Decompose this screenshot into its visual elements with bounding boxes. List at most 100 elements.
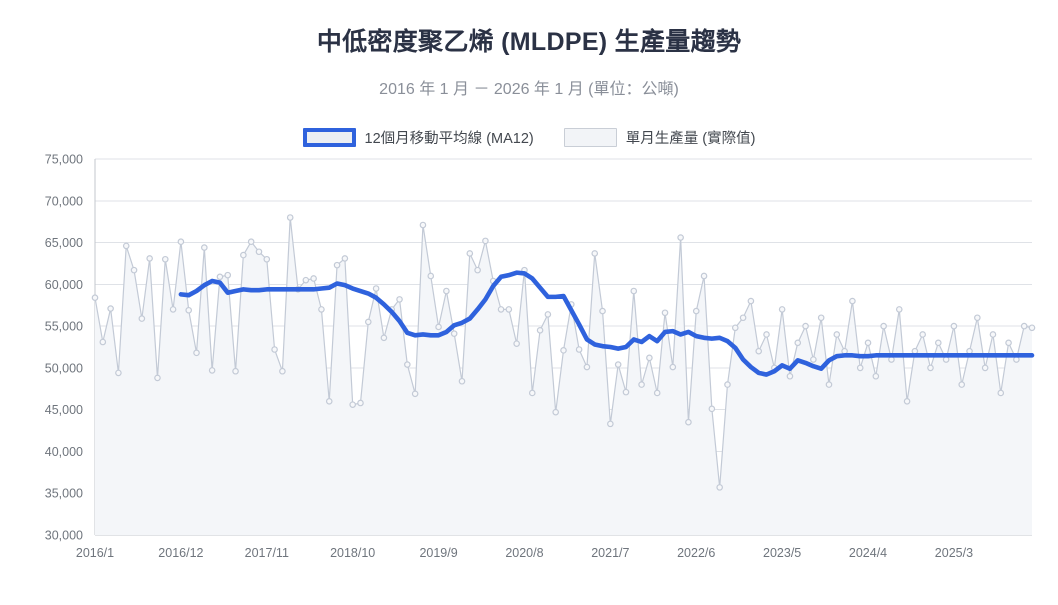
monthly-production-point [895, 306, 903, 313]
legend-swatch-monthly-icon [563, 128, 617, 147]
x-axis-tick-label: 2016/1 [76, 546, 114, 560]
y-axis-tick-label: 45,000 [45, 403, 83, 417]
monthly-production-point [357, 399, 364, 407]
monthly-production-point [177, 238, 185, 246]
monthly-production-point [825, 381, 833, 388]
x-axis-tick-label: 2022/6 [677, 546, 715, 560]
monthly-production-point [325, 398, 333, 405]
monthly-production-point [318, 306, 325, 313]
monthly-production-point [786, 372, 794, 380]
monthly-production-point [419, 221, 427, 229]
monthly-production-point [716, 484, 723, 491]
monthly-production-point [692, 307, 700, 315]
x-axis-tick-label: 2025/3 [935, 546, 973, 560]
monthly-production-point [997, 389, 1005, 397]
monthly-production-point [817, 314, 825, 322]
legend-label-monthly: 單月生產量 (實際值) [625, 131, 756, 147]
monthly-production-point [115, 369, 122, 377]
x-axis-tick-label: 2023/5 [763, 546, 801, 560]
monthly-production-point [91, 294, 99, 302]
monthly-production-area [95, 217, 1032, 536]
monthly-production-point [255, 248, 263, 256]
monthly-production-point [349, 401, 356, 408]
x-axis-tick-label: 2019/9 [419, 546, 457, 560]
monthly-production-point [685, 418, 692, 426]
monthly-production-point [646, 354, 653, 362]
monthly-production-point [810, 356, 817, 363]
monthly-production-point [263, 255, 271, 263]
monthly-production-point [763, 331, 770, 338]
legend-label-ma12: 12個月移動平均線 (MA12) [364, 131, 534, 147]
y-axis-tick-label: 70,000 [45, 194, 83, 208]
legend-swatch-ma12-icon [302, 128, 356, 147]
monthly-production-point [333, 261, 341, 269]
monthly-production-point [739, 314, 747, 322]
monthly-production-point [161, 255, 169, 263]
legend-item-ma12[interactable]: 12個月移動平均線 (MA12) [302, 127, 534, 148]
y-axis-tick-label: 75,000 [45, 153, 83, 167]
chart-subtitle: 2016 年 1 月 － 2026 年 1 月 (單位：公噸) [379, 81, 679, 98]
monthly-production-point [872, 372, 880, 380]
monthly-production-point [99, 338, 107, 346]
monthly-production-point [1020, 322, 1028, 330]
x-axis-tick-label: 2016/12 [158, 546, 203, 560]
legend-item-monthly[interactable]: 單月生產量 (實際值) [563, 127, 756, 148]
monthly-production-point [700, 272, 708, 280]
monthly-production-point [974, 314, 981, 322]
monthly-production-point [630, 287, 638, 295]
x-axis-tick-label: 2021/7 [591, 546, 629, 560]
x-axis-tick-label: 2017/11 [245, 546, 289, 560]
monthly-production-point [286, 214, 294, 221]
monthly-production-point [107, 305, 114, 312]
y-axis-tick-label: 65,000 [45, 236, 83, 250]
monthly-production-point [927, 364, 934, 372]
monthly-production-point [856, 364, 864, 372]
monthly-production-point [247, 238, 255, 246]
monthly-production-point [146, 255, 153, 262]
monthly-production-point [372, 285, 380, 292]
monthly-production-point [653, 389, 661, 397]
monthly-production-point [638, 381, 645, 388]
monthly-production-point [427, 272, 435, 280]
monthly-production-point [1005, 339, 1012, 347]
monthly-production-point [747, 297, 755, 305]
monthly-production-point [575, 346, 583, 353]
monthly-production-point [778, 306, 786, 313]
chart-legend: 12個月移動平均線 (MA12) 單月生產量 (實際值) [0, 127, 1058, 148]
y-axis-tick-label: 35,000 [45, 487, 83, 501]
monthly-production-point [122, 242, 130, 250]
monthly-production-point [560, 347, 567, 354]
monthly-production-point [583, 363, 591, 371]
monthly-production-point [240, 251, 247, 259]
monthly-production-point [505, 306, 513, 313]
monthly-production-point [544, 311, 552, 318]
monthly-production-point [903, 398, 911, 405]
monthly-production-point [677, 234, 684, 241]
monthly-production-point [950, 322, 958, 330]
y-axis-tick-label: 60,000 [45, 278, 83, 292]
y-axis-tick-label: 55,000 [45, 320, 83, 334]
monthly-production-point [880, 322, 887, 330]
monthly-production-point [185, 306, 193, 314]
monthly-production-point [232, 367, 239, 375]
monthly-production-point [458, 377, 466, 385]
monthly-production-point [989, 331, 997, 338]
monthly-production-point [224, 271, 232, 279]
monthly-production-point [497, 306, 505, 313]
monthly-production-point [310, 275, 317, 282]
monthly-production-point [934, 339, 942, 347]
monthly-production-point [302, 276, 310, 284]
x-axis-tick-label: 2024/4 [849, 546, 887, 560]
monthly-production-point [271, 346, 278, 353]
monthly-production-point [661, 309, 669, 317]
monthly-production-point [279, 367, 286, 375]
monthly-production-point [669, 363, 677, 371]
monthly-production-point [513, 340, 520, 347]
monthly-production-point [833, 331, 841, 338]
monthly-production-point [396, 296, 403, 303]
monthly-production-point [536, 326, 544, 334]
monthly-production-point [755, 347, 763, 355]
monthly-production-point [864, 339, 872, 347]
